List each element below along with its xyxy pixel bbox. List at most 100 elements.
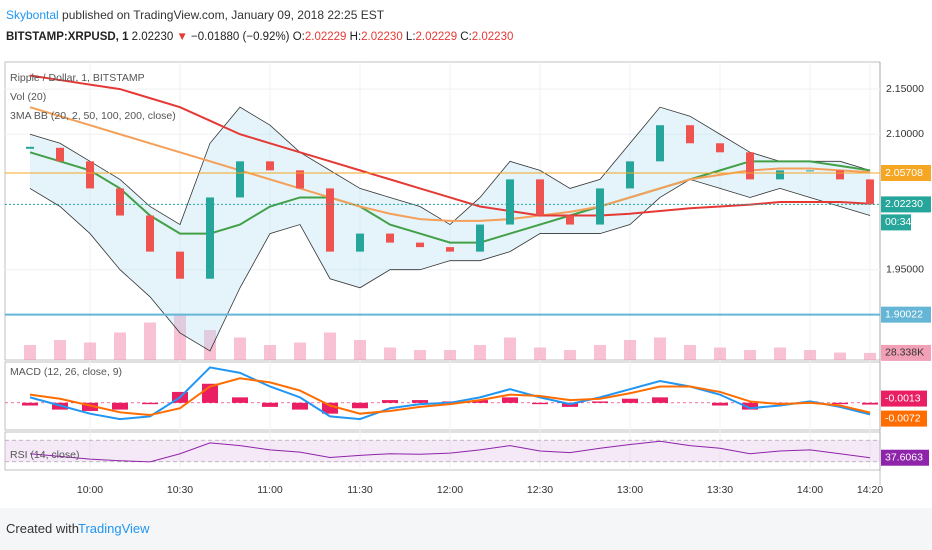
price-label: 2.02230	[885, 198, 923, 210]
arrow: ▼	[176, 31, 188, 43]
volume-bar	[84, 342, 96, 360]
macd-hist	[292, 402, 308, 410]
candle	[746, 152, 754, 180]
volume-bar	[24, 345, 36, 360]
header: Skybontal published on TradingView.com, …	[0, 0, 932, 52]
macd-hist	[832, 402, 848, 405]
symbol: BITSTAMP:XRPUSD, 1	[6, 31, 129, 43]
y-tick-label: 1.95000	[886, 263, 924, 275]
price: 2.02230	[131, 31, 174, 43]
line-bb_upper	[29, 106, 871, 226]
candle	[566, 215, 574, 225]
candle	[296, 170, 304, 189]
created-with: Created with	[6, 521, 79, 536]
candle	[776, 170, 784, 180]
macd-label: -0.0013	[885, 392, 921, 404]
candle	[326, 188, 334, 252]
candle	[86, 161, 94, 189]
legend: Ripple / Dollar, 1, BITSTAMP	[10, 72, 145, 84]
volume-bar	[714, 347, 726, 360]
price-label-bg	[881, 165, 931, 182]
l-label: L:	[405, 31, 416, 43]
countdown: 00:34	[885, 216, 911, 228]
rsi-legend: RSI (14, close)	[10, 449, 79, 461]
x-tick-label: 13:00	[617, 484, 643, 496]
volume-label: 28.338K	[885, 347, 924, 359]
volume-bar	[534, 347, 546, 360]
rsi-label-bg	[881, 449, 929, 466]
line-bb_lower	[29, 178, 871, 352]
macd-hist	[712, 402, 728, 406]
y-tick-label: 2.10000	[886, 128, 924, 140]
candle	[446, 247, 454, 252]
candle	[536, 179, 544, 216]
macd-hist	[352, 402, 368, 409]
candle	[236, 161, 244, 198]
volume-bar	[204, 330, 216, 360]
x-tick-label: 12:00	[437, 484, 463, 496]
candle	[836, 170, 844, 180]
candle	[656, 125, 664, 162]
o-label: O:	[292, 31, 305, 43]
volume-bar	[504, 337, 516, 360]
publish-line: Skybontal published on TradingView.com, …	[6, 8, 384, 22]
footer: Created with TradingView	[0, 508, 932, 550]
x-tick-label: 11:30	[347, 484, 373, 496]
macd-label: -0.0072	[885, 412, 921, 424]
x-tick-label: 14:20	[857, 484, 883, 496]
y-tick-label: 2.15000	[886, 83, 924, 95]
macd-legend: MACD (12, 26, close, 9)	[10, 366, 122, 378]
candle	[206, 197, 214, 279]
volume-bar	[234, 337, 246, 360]
candle	[866, 179, 874, 205]
high: 2.02230	[361, 31, 403, 43]
macd-hist	[382, 400, 398, 403]
candle	[116, 188, 124, 216]
macd-hist	[262, 402, 278, 407]
candle	[146, 215, 154, 252]
volume-bar	[804, 350, 816, 360]
volume-bar	[744, 350, 756, 360]
volume-bar	[294, 342, 306, 360]
panel-frame	[4, 361, 881, 431]
legend: Vol (20)	[10, 91, 46, 103]
macd-hist	[622, 398, 638, 403]
candle	[416, 242, 424, 248]
open: 2.02229	[304, 31, 347, 43]
candle	[806, 170, 814, 172]
macd-hist	[862, 402, 878, 405]
candle	[596, 188, 604, 225]
macd-hist	[412, 400, 428, 403]
macd-hist	[742, 402, 758, 410]
author[interactable]: Skybontal	[6, 8, 59, 22]
legend: 3MA BB (20, 2, 50, 100, 200, close)	[10, 110, 176, 122]
price-label-bg	[881, 306, 931, 323]
macd-hist	[22, 402, 38, 406]
candle	[386, 233, 394, 243]
macd-hist	[502, 397, 518, 403]
line-sma200	[29, 74, 871, 217]
volume-bar	[594, 345, 606, 360]
volume-bar	[354, 340, 366, 360]
brand[interactable]: TradingView	[78, 521, 150, 536]
volume-bar	[774, 347, 786, 360]
candle	[356, 233, 364, 252]
low: 2.02229	[415, 31, 458, 43]
macd-hist	[232, 397, 248, 403]
volume-bar	[174, 315, 186, 360]
volume-bar	[834, 352, 846, 360]
macd-hist	[532, 402, 548, 405]
volume-bar	[624, 340, 636, 360]
macd-hist	[472, 400, 488, 403]
volume-bar	[444, 350, 456, 360]
candle	[506, 179, 514, 225]
candle	[716, 143, 724, 153]
x-tick-label: 12:30	[527, 484, 553, 496]
candle	[476, 224, 484, 252]
macd-hist	[652, 397, 668, 403]
close: 2.02230	[471, 31, 514, 43]
candle	[176, 251, 184, 279]
candle	[56, 147, 64, 162]
rsi-band	[5, 440, 880, 462]
line-sma50	[29, 151, 871, 244]
